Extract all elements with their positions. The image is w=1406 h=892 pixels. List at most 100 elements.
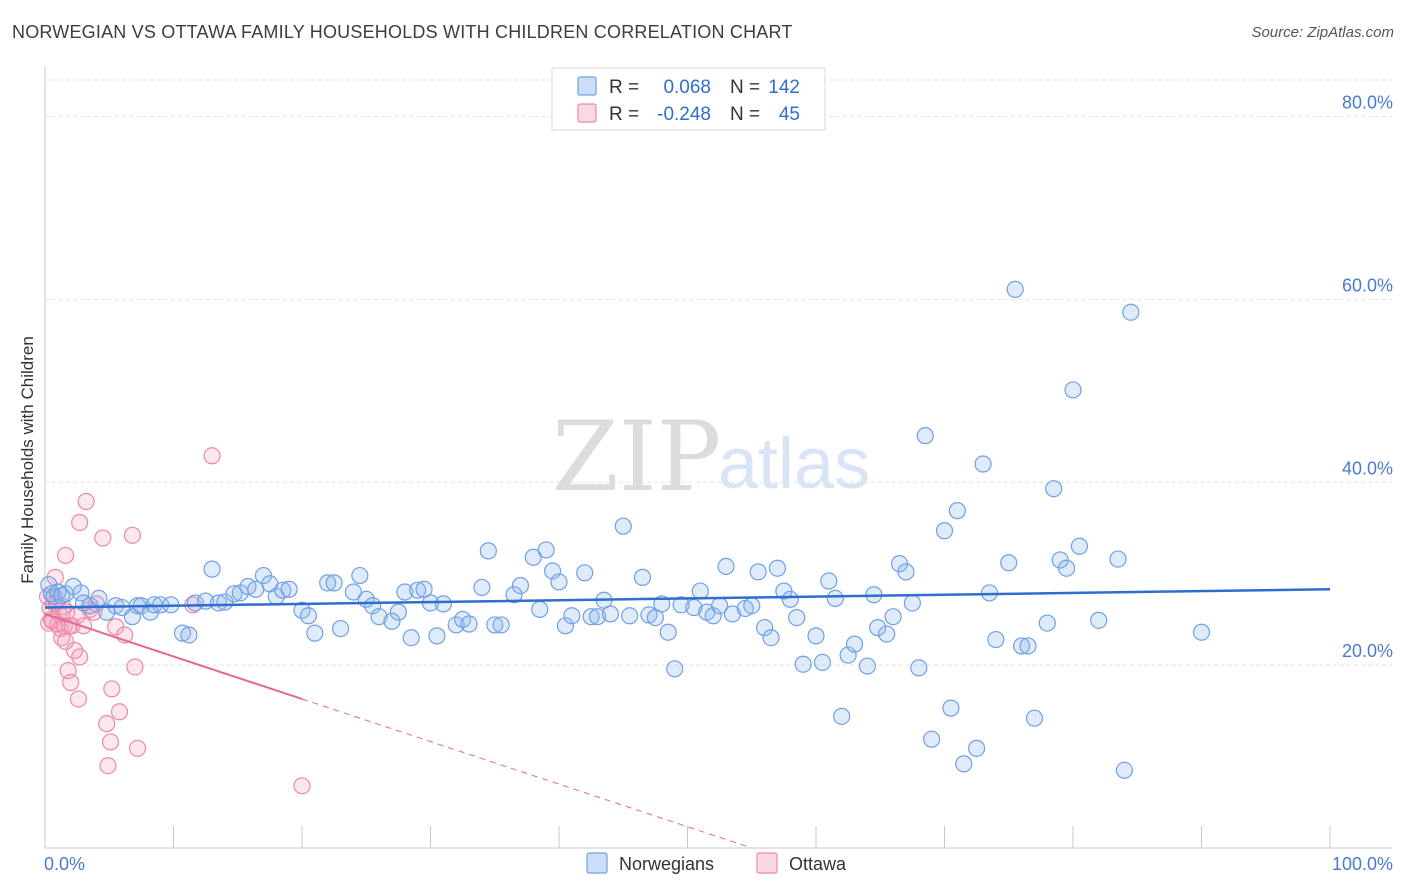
norwegians-point [987,630,1005,649]
ottawa-point [128,739,147,757]
norwegians-point [582,608,600,626]
norwegians-point [723,605,742,623]
norwegians-point [884,608,902,626]
norwegians-point [351,566,369,585]
norwegians-point [672,596,690,614]
norwegians-legend-swatch [586,852,608,874]
ottawa-swatch [577,103,597,123]
norwegians-point [173,624,192,642]
norwegians-point [935,522,954,540]
norwegians-point [749,563,767,581]
norwegians-point [396,583,414,601]
x-tick-label: 100.0% [1332,854,1393,874]
norwegians-point [813,653,832,672]
norwegians-point [460,615,478,633]
axes [44,66,1392,849]
norwegians-point [588,608,607,626]
norwegians-point [1064,381,1082,399]
norwegians-point [717,557,735,576]
norwegians-point [479,542,497,560]
norwegians-point [826,589,844,608]
ottawa-point [126,658,144,676]
norwegians-point [274,581,292,599]
norwegians-point [331,619,350,638]
norwegians-point [762,629,780,647]
x-tick-labels: 0.0% 100.0% [44,854,1393,874]
norwegians-point [1192,623,1211,641]
ottawa-trend-line [44,612,303,700]
y-tick-label: 80.0% [1342,93,1393,113]
ottawa-point [94,529,112,547]
ottawa-point [71,513,89,532]
source-credit: Source: ZipAtlas.com [1251,24,1394,41]
norwegians-point [1090,611,1108,629]
ottawa-point [99,757,117,775]
norwegians-legend-label: Norwegians [619,854,714,874]
norwegians-point [1115,761,1134,779]
norwegians-point [1038,614,1056,632]
ottawa-point [69,690,88,708]
norwegians-point [916,427,934,445]
ottawa-point [77,492,95,511]
watermark-zip: ZIP [552,401,721,513]
norwegians-point [807,627,825,645]
legend-r-label: R = [609,77,639,98]
norwegians-point [556,617,575,635]
legend-n-value: 45 [779,104,800,125]
ottawa-point [62,673,80,692]
norwegians-point [845,635,864,653]
norwegians-point [524,548,542,566]
norwegians-point [1019,637,1037,655]
ottawa-point [98,715,116,733]
norwegians-point [306,624,324,642]
norwegians-point [704,607,722,625]
watermark-atlas: atlas [718,424,870,504]
norwegians-point [903,594,921,612]
ottawa-point [203,447,221,465]
norwegians-point [299,607,318,625]
norwegians-point [869,619,887,637]
ottawa-point [101,733,120,751]
y-tick-label: 40.0% [1342,458,1393,478]
legend-r-label: R = [609,104,639,125]
norwegians-point [505,586,523,604]
norwegians-point [955,755,973,773]
norwegians-point [614,517,632,535]
norwegians-point [563,607,581,625]
norwegians-point [203,560,221,578]
norwegians-point [691,582,709,600]
norwegians-point [788,608,806,627]
norwegians-swatch [577,76,597,96]
stats-legend: R = 0.068 N = 142 R = -0.248 N = 45 [551,67,826,131]
norwegians-point [942,699,960,717]
norwegians-point [492,616,510,634]
series-legend: Norwegians Ottawa [586,852,847,874]
ottawa-point [293,777,311,795]
grid-lines [45,79,1392,666]
ottawa-point [71,648,89,666]
legend-n-value: 142 [768,77,800,98]
norwegians-point [98,603,116,621]
norwegians-point [225,585,243,603]
x-tick-label: 0.0% [44,854,85,874]
legend-n-label: N = [730,77,760,98]
norwegians-point [923,730,941,748]
norwegians-point [576,564,594,582]
ottawa-point [110,703,129,721]
y-tick-labels: 20.0% 40.0% 60.0% 80.0% [1342,93,1393,662]
norwegians-point [1000,554,1018,572]
norwegians-point [1109,550,1127,568]
norwegians-point [550,573,568,591]
norwegians-point [383,612,401,630]
norwegians-point [511,576,530,595]
ottawa-legend-label: Ottawa [789,854,847,874]
norwegians-points [40,280,1211,779]
chart-title: NORWEGIAN VS OTTAWA FAMILY HOUSEHOLDS WI… [12,22,793,42]
norwegians-point [666,660,684,678]
norwegians-point [1012,637,1031,655]
legend-n-label: N = [730,104,760,125]
norwegians-point [1045,480,1063,498]
norwegians-point [659,623,677,641]
norwegians-point [1070,537,1089,555]
y-tick-label: 60.0% [1342,275,1393,295]
